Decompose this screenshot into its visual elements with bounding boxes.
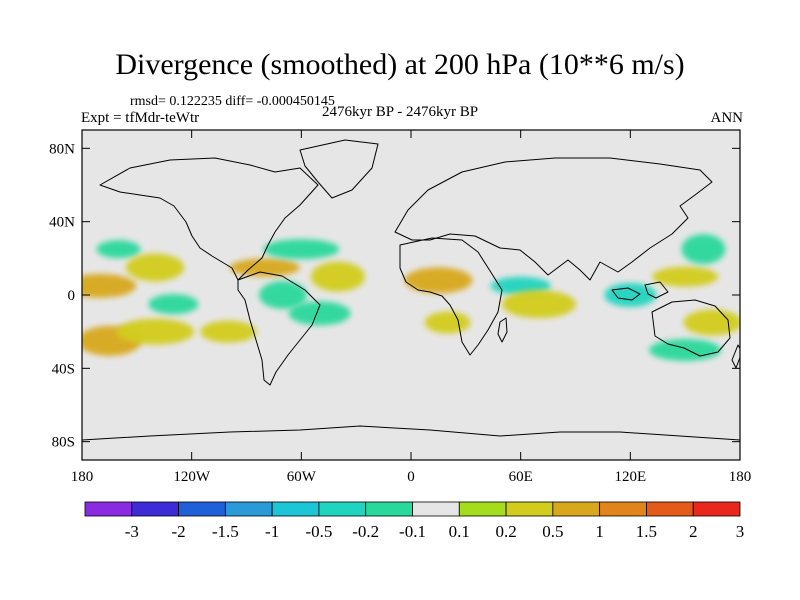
colorbar-swatch <box>318 501 367 517</box>
colorbar-label: 1 <box>595 522 604 541</box>
colorbar-label: -0.2 <box>352 522 379 541</box>
antarctica-coast <box>82 425 740 441</box>
field-patch <box>604 283 657 307</box>
australia-coast <box>651 299 731 357</box>
colorbar-label: 1.5 <box>636 522 657 541</box>
experiment-label: Expt = tfMdr-teWtr <box>81 110 200 126</box>
field-patch <box>116 318 195 345</box>
colorbar-swatch <box>131 501 179 517</box>
field-patch <box>681 234 726 265</box>
colorbar: -3 -2 -1.5 -1 -0.5 -0.2 -0.1 0.1 0.2 0.5 1 1.5 2 3 <box>84 501 745 541</box>
colorbar-label: -2 <box>171 522 185 541</box>
field-patch <box>148 294 199 315</box>
stats-label: rmsd= 0.122235 diff= -0.000450145 <box>130 94 335 109</box>
field-patch <box>501 290 576 319</box>
field-patch <box>404 267 473 294</box>
x-tick-label: 60W <box>287 469 317 485</box>
x-tick-label: 120W <box>173 469 211 485</box>
colorbar-swatch <box>412 501 460 517</box>
field-patch <box>288 301 351 326</box>
y-tick-label: 80S <box>52 435 75 451</box>
divergence-field <box>82 234 740 361</box>
colorbar-swatch <box>692 501 741 517</box>
colorbar-label: 0.5 <box>542 522 563 541</box>
colorbar-swatch <box>365 501 413 517</box>
map-axes: 180 120W 60W 0 60E 120E 180 80N 40N 0 40S 80S <box>49 130 751 485</box>
x-tick-label: 0 <box>407 469 415 485</box>
colorbar-label: -0.5 <box>305 522 332 541</box>
y-tick-label: 80N <box>49 141 75 157</box>
colorbar-swatch <box>84 501 133 517</box>
colorbar-swatch <box>599 501 647 517</box>
field-patch <box>126 253 185 282</box>
x-tick-label: 180 <box>71 469 94 485</box>
coastlines <box>82 139 740 441</box>
europe-asia-coast <box>394 157 713 281</box>
field-patch <box>424 311 471 334</box>
field-patch <box>263 239 340 260</box>
colorbar-swatch <box>646 501 694 517</box>
north-america-coast <box>99 157 319 281</box>
field-patch <box>229 258 300 277</box>
field-patch <box>82 273 137 298</box>
colorbar-label: 0.2 <box>495 522 516 541</box>
field-patch <box>652 266 719 287</box>
colorbar-swatch <box>178 501 226 517</box>
field-patch <box>649 339 722 361</box>
season-label: ANN <box>710 110 744 126</box>
y-tick-label: 40N <box>49 215 75 231</box>
y-tick-label: 40S <box>52 361 75 377</box>
y-tick-label: 0 <box>68 288 76 304</box>
colorbar-label: -0.1 <box>399 522 426 541</box>
colorbar-swatch <box>552 501 601 517</box>
colorbar-label: 0.1 <box>449 522 470 541</box>
madagascar-coast <box>497 317 508 343</box>
colorbar-label: 2 <box>689 522 698 541</box>
x-tick-label: 180 <box>729 469 752 485</box>
colorbar-swatch <box>224 501 273 517</box>
field-patch <box>683 309 740 336</box>
colorbar-swatch <box>271 501 320 517</box>
field-patch <box>96 240 141 259</box>
field-patch <box>259 281 308 309</box>
chart-title: Divergence (smoothed) at 200 hPa (10**6 … <box>115 48 685 81</box>
x-tick-label: 120E <box>614 469 646 485</box>
field-patch <box>310 261 365 292</box>
colorbar-label: 3 <box>736 522 745 541</box>
colorbar-label: -1 <box>265 522 279 541</box>
x-tick-label: 60E <box>509 469 533 485</box>
indonesia-coast <box>611 281 669 301</box>
africa-coast <box>399 237 503 356</box>
colorbar-label: -1.5 <box>212 522 239 541</box>
greenland-coast <box>299 139 379 199</box>
period-label: 2476kyr BP - 2476kyr BP <box>322 104 479 120</box>
colorbar-swatch <box>458 501 507 517</box>
field-patch <box>200 320 257 343</box>
colorbar-label: -3 <box>125 522 139 541</box>
south-america-coast <box>237 271 321 386</box>
colorbar-swatch <box>505 501 554 517</box>
